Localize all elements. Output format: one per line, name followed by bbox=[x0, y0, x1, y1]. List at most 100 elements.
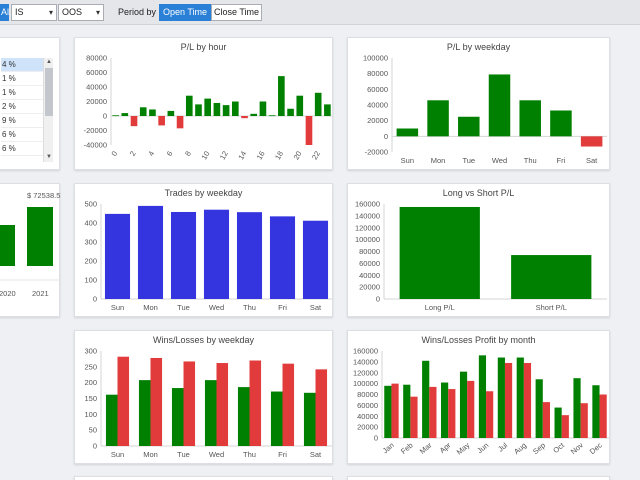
chart-bar bbox=[130, 116, 138, 127]
chart-bar bbox=[259, 101, 267, 116]
x-tick-label: May bbox=[455, 440, 472, 456]
oos-select[interactable]: OOS ▾ bbox=[58, 4, 104, 21]
y-tick-label: 60000 bbox=[359, 259, 380, 268]
chart-bar bbox=[410, 396, 418, 438]
x-tick-label: Tue bbox=[177, 450, 190, 459]
chart-bar bbox=[213, 102, 221, 116]
chart-bar bbox=[236, 212, 263, 299]
x-tick-label: 20 bbox=[292, 150, 304, 162]
chart-bar bbox=[516, 357, 524, 438]
y-tick-label: -20000 bbox=[365, 148, 388, 157]
chart-bar bbox=[488, 74, 511, 137]
trades-by-weekday-card: Trades by weekday 0 100 200 300 400 500 Sun Mon… bbox=[74, 183, 333, 317]
y-tick-label: 150 bbox=[84, 394, 97, 403]
x-tick-label: Wed bbox=[492, 156, 507, 165]
chart-bar bbox=[573, 378, 581, 438]
y-tick-label: 0 bbox=[374, 434, 378, 443]
card-title: Long vs Short P/L bbox=[442, 188, 515, 198]
x-tick-label: Jul bbox=[496, 440, 509, 453]
list-item[interactable]: 1 % bbox=[1, 86, 43, 100]
list-scrollbar[interactable]: ▲ ▼ bbox=[43, 58, 53, 162]
x-tick-label: Tue bbox=[462, 156, 475, 165]
x-tick-label: Feb bbox=[399, 441, 415, 456]
yearly-tick-2020: 2020 bbox=[0, 289, 16, 298]
chart-bar bbox=[396, 128, 419, 137]
x-tick-label: Jan bbox=[381, 441, 396, 456]
chart-bar bbox=[296, 95, 304, 116]
x-tick-label: 2 bbox=[128, 150, 138, 158]
x-tick-label: 10 bbox=[199, 150, 211, 162]
open-time-button[interactable]: Open Time bbox=[159, 4, 211, 21]
list-item[interactable]: 2 % bbox=[1, 100, 43, 114]
x-tick-label: Mon bbox=[431, 156, 446, 165]
chart-bar bbox=[448, 389, 456, 438]
all-filter-label: All bbox=[1, 7, 9, 17]
chart-bar bbox=[403, 384, 411, 438]
x-tick-label: 18 bbox=[273, 150, 285, 162]
chart-bar bbox=[550, 110, 572, 137]
chart-bar bbox=[150, 357, 163, 446]
x-tick-label: 4 bbox=[146, 150, 156, 158]
close-time-button[interactable]: Close Time bbox=[211, 4, 262, 21]
chart-bar bbox=[302, 220, 329, 299]
chart-bar bbox=[497, 357, 505, 438]
y-tick-label: 60000 bbox=[367, 85, 388, 94]
is-select-value: IS bbox=[15, 7, 24, 17]
chart-bar bbox=[580, 403, 588, 438]
y-tick-label: 100 bbox=[84, 276, 97, 285]
list-item[interactable]: 1 % bbox=[1, 72, 43, 86]
chart-bar bbox=[167, 110, 175, 116]
y-tick-label: 100000 bbox=[355, 235, 380, 244]
y-tick-label: 20000 bbox=[367, 116, 388, 125]
y-tick-label: 120000 bbox=[355, 223, 380, 232]
card-title: Wins/Losses Profit by month bbox=[421, 335, 536, 345]
chart-bar bbox=[250, 113, 258, 116]
chart-bar bbox=[458, 116, 480, 137]
x-tick-label: 12 bbox=[218, 150, 230, 162]
y-tick-label: 160000 bbox=[355, 200, 380, 209]
list-item[interactable]: 6 % bbox=[1, 128, 43, 142]
x-tick-label: Sun bbox=[401, 156, 414, 165]
list-item[interactable]: 4 % bbox=[1, 58, 43, 72]
y-tick-label: 0 bbox=[376, 295, 380, 304]
chart-bar bbox=[523, 362, 532, 438]
chart-bar bbox=[216, 363, 229, 446]
chart-bar bbox=[511, 255, 592, 299]
yearly-pl-card: $ 72538.57 2020 2021 bbox=[0, 183, 61, 317]
chart-bar bbox=[171, 388, 184, 446]
card-title: P/L by weekday bbox=[446, 42, 511, 52]
yearly-tick-2021: 2021 bbox=[32, 289, 49, 298]
x-tick-label: Apr bbox=[438, 440, 453, 455]
x-tick-label: Short P/L bbox=[536, 303, 567, 312]
card-title: P/L by hour bbox=[180, 42, 227, 52]
scroll-thumb[interactable] bbox=[45, 68, 53, 116]
chart-bar bbox=[195, 104, 202, 116]
y-tick-label: 140000 bbox=[355, 211, 380, 220]
list-item[interactable]: 9 % bbox=[1, 114, 43, 128]
pl-by-weekday-card: P/L by weekday -20000 0 20000 40000 60000 800… bbox=[347, 37, 610, 170]
chart-bar bbox=[561, 415, 569, 438]
x-tick-label: Fri bbox=[278, 303, 287, 312]
x-tick-label: Tue bbox=[177, 303, 190, 312]
chart-bar bbox=[486, 391, 494, 438]
is-select[interactable]: IS ▾ bbox=[11, 4, 57, 21]
x-tick-label: 6 bbox=[165, 150, 175, 158]
chart-bar bbox=[384, 385, 392, 438]
y-tick-label: 0 bbox=[93, 442, 97, 451]
scroll-down-icon[interactable]: ▼ bbox=[46, 154, 52, 160]
scroll-up-icon[interactable]: ▲ bbox=[46, 59, 52, 65]
chart-bar bbox=[429, 386, 437, 438]
chart-bar bbox=[249, 360, 262, 446]
y-tick-label: 80000 bbox=[359, 247, 380, 256]
x-tick-label: Mar bbox=[418, 440, 434, 456]
all-filter-button[interactable]: All bbox=[0, 4, 9, 21]
x-tick-label: Thu bbox=[524, 156, 537, 165]
list-item[interactable]: 6 % bbox=[1, 142, 43, 156]
x-tick-label: Sun bbox=[111, 450, 124, 459]
long-vs-short-card: Long vs Short P/L 0 20000 40000 60000 80000 1… bbox=[347, 183, 610, 317]
chart-bar bbox=[422, 360, 430, 438]
chart-bar bbox=[287, 108, 294, 116]
x-tick-label: Mon bbox=[143, 303, 158, 312]
chart-bar bbox=[104, 213, 131, 299]
oos-select-value: OOS bbox=[62, 7, 83, 17]
